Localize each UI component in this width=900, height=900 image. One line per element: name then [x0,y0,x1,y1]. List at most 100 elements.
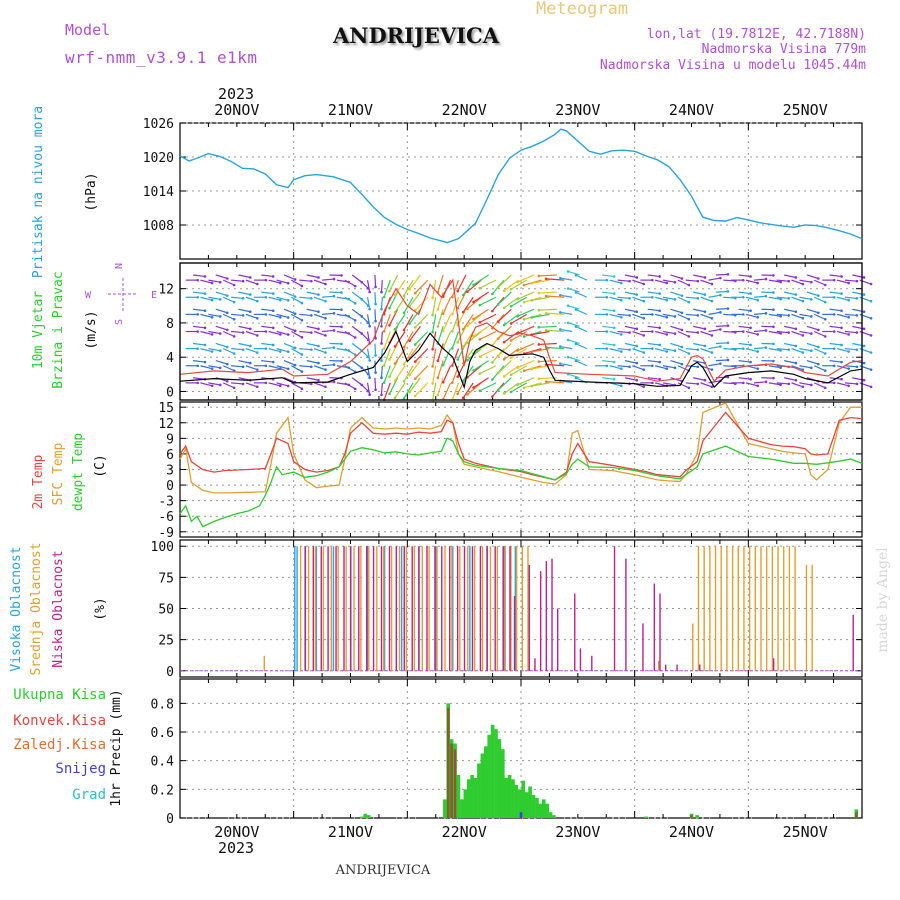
wind-arrow [814,382,826,389]
wind-arrow-head [516,349,519,352]
wind-arrow-head [620,384,623,388]
wind-arrow [538,291,557,294]
wind-arrow-head [502,323,506,327]
wind-arrow-head [393,310,397,314]
wind-ytick-label: 12 [158,283,174,298]
wind-arrow-head [719,293,722,297]
wind-arrow [768,330,781,334]
wind-arrow [715,325,728,327]
wind-arrow-head [537,274,541,278]
wind-arrow-head [823,386,827,390]
wind-arrow-head [441,329,445,333]
wind-arrow-head [658,343,661,347]
wind-arrow [836,296,849,301]
wind-arrow [467,348,482,361]
wind-arrow-head [368,376,371,379]
wind-arrow-head [431,330,434,334]
wind-arrow-head [456,289,459,293]
wind-arrow [632,296,644,302]
precip-bar [552,815,556,818]
wind-arrow [306,274,319,279]
wind-arrow-head [456,375,459,378]
wind-arrow [560,328,573,333]
wind-arrow-head [232,300,236,304]
wind-arrow [685,296,698,299]
wind-arrow-head [241,331,245,334]
wind-arrow-head [869,368,873,371]
wind-arrow-head [461,345,465,348]
wind-arrow [654,330,667,335]
wind-arrow [662,348,676,352]
wind-arrow-head [605,278,609,282]
wind-arrow [467,279,482,293]
compass-west: W [85,290,92,301]
wind-arrow-head [332,329,336,332]
wind-arrow [344,279,356,287]
wind-arrow [238,308,251,313]
top-date-label: 21NOV [328,101,373,119]
wind-arrow [380,348,383,361]
wind-arrow-head [496,320,500,323]
wind-arrow [575,274,588,281]
wind-arrow-head [340,308,343,311]
wind-arrow-head [869,351,873,354]
wind-arrow [238,325,251,330]
wind-arrow [380,331,383,344]
wind-arrow [291,296,303,304]
wind-arrow-head [196,381,199,385]
wind-arrow-head [461,396,465,400]
wind-arrow-head [559,345,562,348]
wind-arrow [814,313,826,320]
precip-bar [695,815,699,818]
wind-arrow-head [817,294,820,297]
wind-arrow-head [612,360,616,364]
wind-arrow-head [241,382,245,386]
wind-arrow-head [496,354,500,358]
wind-arrow-head [832,330,836,333]
wind-arrow-head [794,378,798,382]
wind-arrow-head [726,324,730,328]
wind-arrow [437,360,444,379]
wind-arrow [546,329,565,333]
wind-arrow-head [696,296,700,300]
wind-arrow-head [544,294,548,298]
wind-arrow-head [491,378,494,381]
wind-arrow [245,348,258,354]
wind-arrow-head [436,325,440,328]
wind-arrow-head [441,380,445,384]
wind-arrow-head [749,360,752,364]
wind-arrow [708,328,721,333]
wind-arrow-head [218,349,222,353]
wind-arrow-head [408,390,411,394]
wind-arrow [344,382,356,390]
wind-arrow [670,308,683,314]
wind-arrow [844,279,857,282]
wind-arrow-head [710,282,714,286]
wind-arrow [560,277,573,281]
wind-arrow [784,360,797,364]
wind-arrow [510,279,527,290]
wind-arrow [677,296,690,303]
wind-arrow-head [749,326,752,330]
wind-arrow [708,345,721,350]
wind-arrow [662,330,676,335]
wind-arrow [366,297,371,310]
precip-bar [497,739,502,818]
wind-arrow-head [823,300,827,304]
wind-arrow-head [368,307,371,311]
wind-arrow [806,308,819,314]
wind-arrow-head [248,293,252,296]
wind-arrow-head [810,280,813,284]
wind-arrow [383,365,391,383]
wind-arrow-head [332,277,336,281]
precip-axis-title: 1hr Precip (mm) [109,689,124,806]
wind-arrow-head [665,281,669,285]
wind-arrow [409,377,421,393]
wind-arrow-head [402,345,406,349]
wind-arrow-head [431,347,434,351]
wind-arrow [531,365,550,370]
sfc-temp-axis-title: SFC Temp [51,443,66,506]
precip-bar [501,749,505,818]
wind-arrow-head [340,342,343,346]
wind-arrow [208,382,221,386]
